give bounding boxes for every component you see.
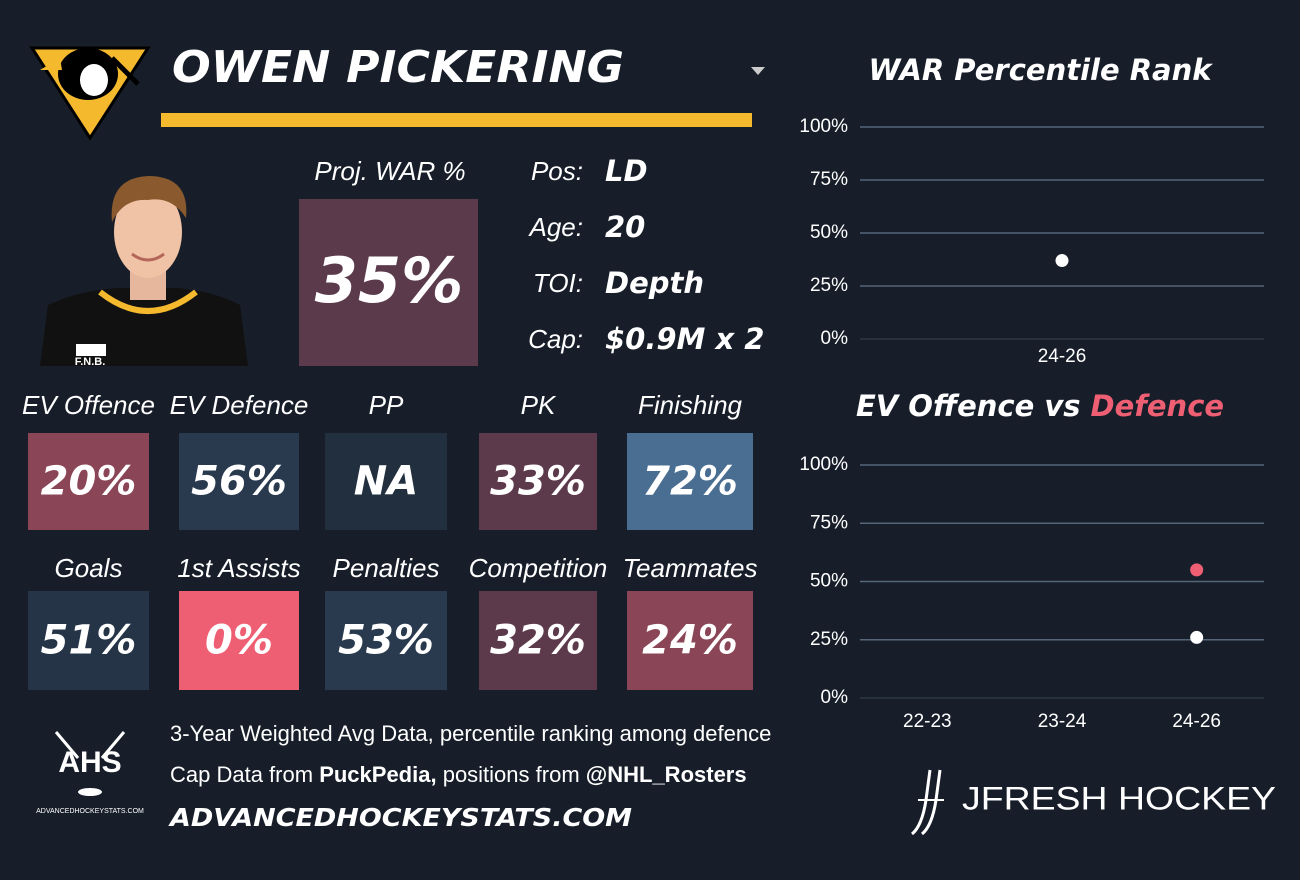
y-tick-label: 50%	[810, 571, 848, 592]
tile-value: 24%	[642, 618, 738, 664]
tile	[325, 591, 447, 690]
projection-box: 35%	[299, 199, 478, 366]
tile-label: EV Offence	[22, 390, 155, 420]
info-value: 20	[605, 210, 645, 244]
info-value: LD	[605, 154, 648, 188]
footer-credit: Cap Data from PuckPedia, positions from …	[170, 762, 747, 787]
tile	[179, 591, 299, 690]
title-part: EV Offence vs	[856, 389, 1081, 423]
x-tick-label: 24-26	[1038, 346, 1087, 367]
player-photo: F.N.B.	[40, 176, 248, 368]
tile-label: PP	[369, 390, 404, 420]
tile-label: Finishing	[638, 390, 743, 420]
info-value: $0.9M x 2	[605, 322, 765, 356]
info-label: Pos:	[531, 156, 583, 186]
tile-label: PK	[521, 390, 557, 420]
tile	[627, 591, 753, 690]
tile-value: 32%	[490, 618, 586, 664]
title-part: WAR Percentile Rank	[868, 53, 1213, 87]
x-tick-label: 22-23	[903, 711, 952, 732]
tile-label: Teammates	[623, 553, 758, 583]
ahs-logo: AHS ADVANCEDHOCKEYSTATS.COM	[36, 731, 144, 815]
tile-label: 1st Assists	[177, 553, 300, 583]
footer-site: ADVANCEDHOCKEYSTATS.COM	[168, 803, 632, 832]
tile-label: Goals	[55, 553, 123, 583]
team-logo	[29, 46, 151, 141]
tile-value: 20%	[41, 459, 137, 505]
brand: JFRESH HOCKEY	[962, 780, 1276, 816]
credit-link: @NHL_Rosters	[586, 762, 747, 787]
y-tick-label: 0%	[821, 687, 849, 708]
info-label: Age:	[528, 212, 584, 242]
tile-label: EV Defence	[170, 390, 309, 420]
info-value: Depth	[605, 266, 704, 300]
jfresh-logo	[910, 769, 944, 836]
point	[1190, 563, 1204, 577]
y-tick-label: 100%	[799, 116, 848, 137]
info-label: Cap:	[528, 324, 583, 354]
y-tick-label: 75%	[810, 169, 848, 190]
tile	[479, 433, 597, 530]
projection-tile	[299, 199, 478, 366]
y-tick-label: 25%	[810, 275, 848, 296]
y-tick-label: 50%	[810, 222, 848, 243]
projection-label: Proj. WAR %	[314, 156, 465, 186]
tile	[179, 433, 299, 530]
tile	[28, 591, 149, 690]
projection-value: 35%	[315, 244, 463, 317]
tile-label: Competition	[469, 553, 608, 583]
tile-label: Penalties	[333, 553, 440, 583]
point	[1190, 630, 1204, 644]
tile-value: 56%	[191, 459, 287, 505]
tile	[627, 433, 753, 530]
title-part: Defence	[1091, 389, 1225, 423]
info-list: Pos: LD Age: 20 TOI: Depth Cap: $0.9M x 2	[528, 154, 765, 356]
tile-value: 0%	[205, 618, 273, 664]
y-tick-label: 0%	[821, 328, 849, 349]
chart-title: WAR Percentile Rank	[868, 53, 1213, 87]
ahs-title: AHS	[58, 746, 121, 779]
tile-value: 72%	[642, 459, 738, 505]
chart-title: EV Offence vs Defence	[856, 389, 1224, 423]
tile-value: 53%	[338, 618, 434, 664]
dropdown-arrow[interactable]	[751, 67, 765, 75]
credit-link: PuckPedia,	[319, 762, 436, 787]
x-tick-label: 23-24	[1038, 711, 1087, 732]
x-tick-label: 24-26	[1172, 711, 1221, 732]
jersey-sponsor: F.N.B.	[75, 356, 106, 368]
player-name: OWEN PICKERING	[172, 42, 624, 93]
charts: WAR Percentile Rank0%25%50%75%100%24-26E…	[799, 53, 1264, 732]
tile	[28, 433, 149, 530]
tile-value: 51%	[41, 618, 137, 664]
tile	[479, 591, 597, 690]
tile-value: NA	[354, 459, 418, 505]
name-underline	[161, 113, 752, 127]
tile-grid: EV Offence 20% EV Defence 56% PP NA PK 33% Finis…	[22, 390, 757, 690]
ahs-caption: ADVANCEDHOCKEYSTATS.COM	[36, 808, 144, 815]
tile-value: 33%	[490, 459, 586, 505]
chart: EV Offence vs Defence 0% 25% 50% 75% 100% 22-23…	[799, 389, 1264, 732]
y-tick-label: 25%	[810, 629, 848, 650]
credit-text: Cap Data from	[170, 762, 313, 787]
y-tick-label: 100%	[799, 454, 848, 475]
point	[1055, 254, 1069, 268]
credit-text: positions from	[443, 762, 580, 787]
chart: WAR Percentile Rank 0% 25% 50% 75% 100% 24-26	[799, 53, 1264, 367]
tile	[325, 433, 447, 530]
footer-note: 3-Year Weighted Avg Data, percentile ran…	[170, 721, 771, 746]
info-label: TOI:	[533, 268, 583, 298]
y-tick-label: 75%	[810, 512, 848, 533]
